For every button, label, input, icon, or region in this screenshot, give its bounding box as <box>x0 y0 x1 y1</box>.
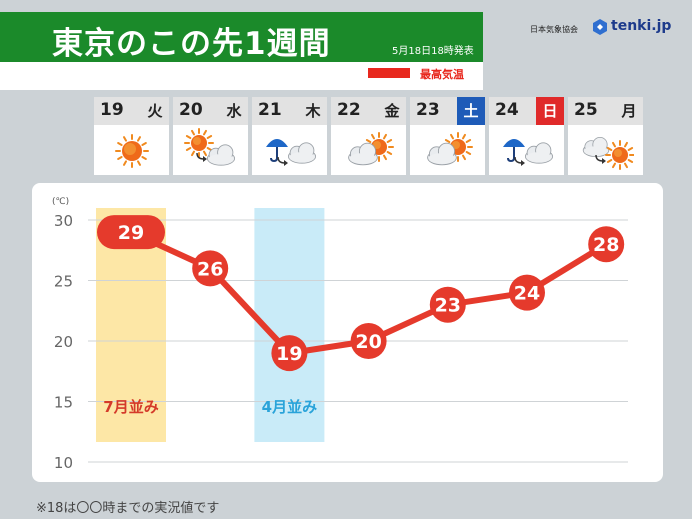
rain-then-cloudy-icon <box>503 139 554 166</box>
cloudy-then-sunny-icon <box>582 136 634 170</box>
data-point <box>97 215 165 250</box>
day-date: 22 <box>337 100 361 120</box>
day-tile: 21 木 <box>252 97 327 175</box>
cloudy-sometimes-sunny-icon <box>348 132 394 166</box>
footnote: ※18は〇〇時までの実況値です <box>36 501 220 516</box>
band-label: 7月並み <box>103 398 158 416</box>
data-point <box>509 274 545 311</box>
day-date: 23 <box>416 100 440 120</box>
page-title: 東京のこの先1週間 <box>52 26 331 62</box>
y-tick-label: 30 <box>54 212 73 230</box>
title-bar <box>0 12 483 62</box>
day-tile: 23 土 <box>410 97 485 175</box>
data-label: 29 <box>118 222 144 244</box>
day-date: 20 <box>179 100 203 120</box>
rain-then-cloudy-icon <box>266 139 317 166</box>
day-tile: 22 金 <box>331 97 406 175</box>
org-name: 日本気象協会 <box>530 25 578 34</box>
day-date: 25 <box>574 100 598 120</box>
day-header <box>252 97 327 125</box>
y-unit-label: (℃) <box>52 197 69 207</box>
day-date: 19 <box>100 100 124 120</box>
day-weekday: 金 <box>384 102 400 120</box>
data-label: 20 <box>355 331 381 353</box>
day-weekday: 火 <box>147 102 163 120</box>
day-weekday: 水 <box>226 102 242 120</box>
day-header <box>173 97 248 125</box>
day-weekday: 木 <box>305 102 321 120</box>
day-tile: 19 火 <box>94 97 169 175</box>
day-tile: 24 日 <box>489 97 564 175</box>
day-weekday: 土 <box>457 97 485 125</box>
tenki-logo-icon <box>593 19 607 35</box>
y-tick-label: 15 <box>54 394 73 412</box>
data-point <box>192 250 229 287</box>
issued-time: 5月18日18時発表 <box>392 46 474 57</box>
data-point <box>588 226 625 263</box>
y-tick-label: 20 <box>54 333 73 351</box>
day-weekday: 日 <box>536 97 564 125</box>
data-point <box>271 335 308 372</box>
y-tick-label: 10 <box>54 454 73 472</box>
day-tile: 25 月 <box>568 97 643 175</box>
sunny-icon <box>115 134 149 168</box>
legend-label: 最高気温 <box>420 68 464 81</box>
y-tick-label: 25 <box>54 273 73 291</box>
sunny-then-cloudy-icon <box>184 128 236 166</box>
cloudy-sometimes-sunny-icon <box>427 132 473 166</box>
day-header <box>331 97 406 125</box>
data-point <box>350 323 387 359</box>
day-header <box>94 97 169 125</box>
legend-swatch <box>368 68 410 78</box>
data-point <box>429 286 466 323</box>
day-date: 24 <box>495 100 519 120</box>
data-label: 19 <box>276 343 302 365</box>
band-label: 4月並み <box>262 398 317 416</box>
day-header <box>568 97 643 125</box>
data-label: 24 <box>514 283 540 305</box>
data-label: 28 <box>593 234 619 256</box>
day-date: 21 <box>258 100 282 120</box>
logo-text: tenki.jp <box>611 18 672 34</box>
data-label: 26 <box>197 258 223 280</box>
day-tile: 20 水 <box>173 97 248 175</box>
day-weekday: 月 <box>621 102 637 120</box>
data-label: 23 <box>435 295 461 317</box>
